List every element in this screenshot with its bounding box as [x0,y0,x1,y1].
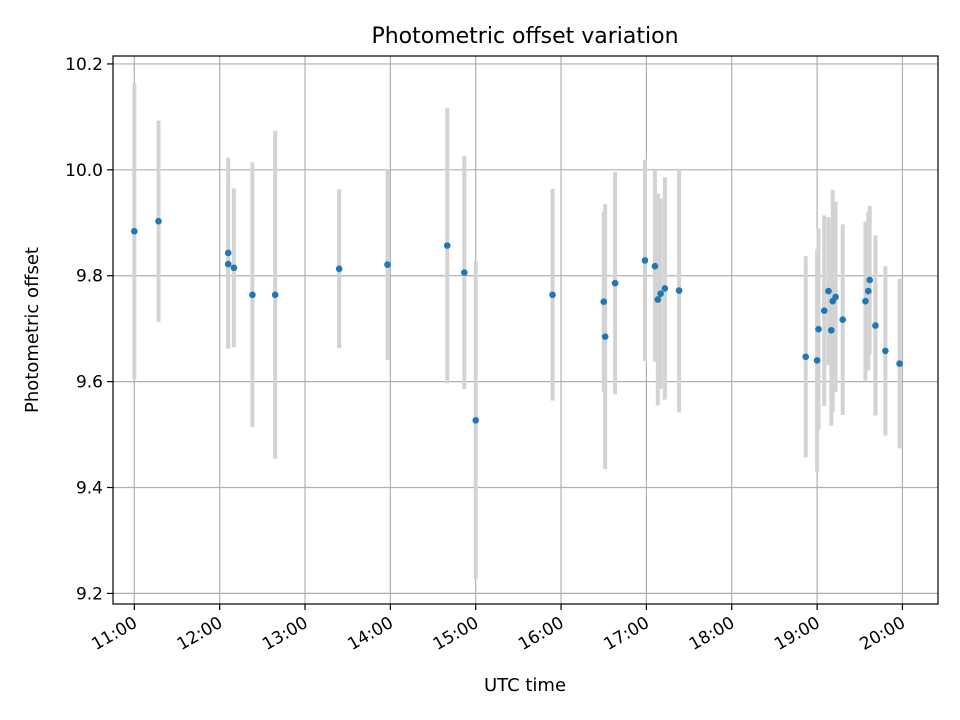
chart-title: Photometric offset variation [371,24,678,49]
data-point [882,347,889,355]
data-point [657,290,664,298]
data-point [224,260,232,268]
data-point [862,297,869,305]
data-point [224,249,232,257]
y-axis-label: Photometric offset [22,247,43,413]
data-point [230,264,238,272]
data-point [675,287,683,294]
y-tick-label: 10.0 [65,161,103,181]
data-point [335,265,343,273]
data-point [641,257,649,264]
data-point [651,262,659,270]
data-point [815,325,822,333]
data-point [661,285,669,292]
data-point [865,287,872,295]
y-tick-label: 9.2 [76,584,103,604]
data-point [443,242,451,249]
y-tick-label: 9.8 [76,267,103,287]
data-point [249,291,256,299]
data-point [384,261,391,268]
x-axis-label: UTC time [484,675,566,696]
data-point [896,360,903,367]
data-point [839,316,846,323]
data-point [802,353,810,361]
data-point [461,269,468,276]
data-point [832,293,839,301]
data-point [271,291,279,299]
data-point [820,307,828,314]
data-point [549,291,556,299]
y-tick-label: 9.6 [76,373,103,393]
data-point [472,416,480,424]
data-points [131,217,903,424]
data-point [131,227,138,235]
data-point [155,217,162,225]
y-axis: 9.2 9.4 9.6 9.8 10.0 10.2 [65,55,113,604]
data-point [600,298,608,305]
data-point [611,279,619,287]
data-point [654,296,662,303]
plot-area-frame [112,55,939,605]
data-point [813,357,821,364]
data-point [828,326,835,334]
data-point [866,276,874,284]
y-tick-label: 10.2 [65,55,103,75]
data-point [872,322,879,329]
data-point [825,287,832,295]
data-point [601,333,609,340]
y-tick-label: 9.4 [76,479,103,499]
